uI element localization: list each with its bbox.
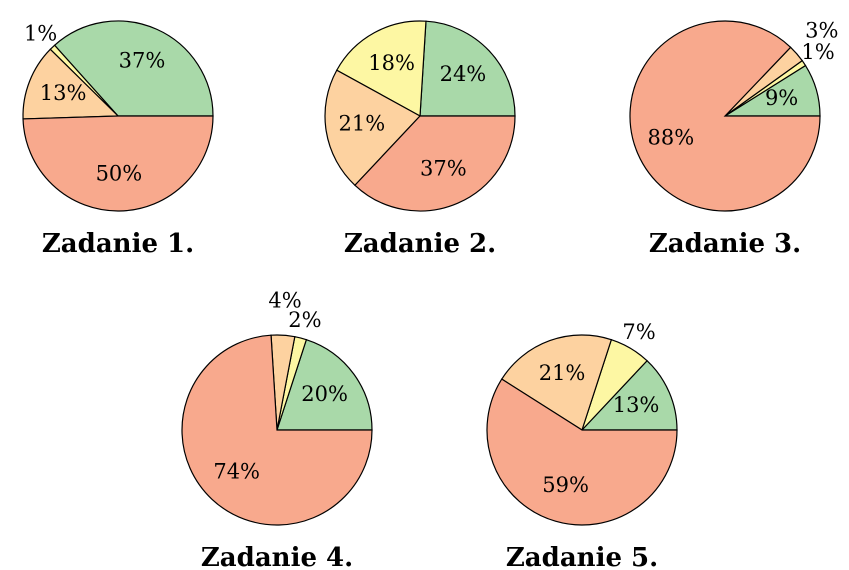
pie-slice xyxy=(486,378,678,526)
slice-label: 13% xyxy=(613,393,660,417)
slice-label: 24% xyxy=(440,62,487,86)
slice-label: 21% xyxy=(539,361,586,385)
pie-slice xyxy=(629,20,821,212)
chart-title: Zadanie 4. xyxy=(201,543,353,570)
slice-label: 7% xyxy=(622,320,655,344)
pie-slice xyxy=(22,115,214,212)
slice-label: 4% xyxy=(268,289,301,313)
pie-slice xyxy=(354,115,516,212)
pie-slice xyxy=(335,20,427,117)
pie-slice xyxy=(324,69,421,187)
chart-title: Zadanie 3. xyxy=(649,229,801,259)
slice-label: 13% xyxy=(40,81,87,105)
slice-label: 2% xyxy=(288,308,321,332)
slice-label: 37% xyxy=(420,157,467,181)
chart-title: Zadanie 5. xyxy=(506,543,658,570)
slice-label: 74% xyxy=(213,459,260,483)
pie-slice xyxy=(419,20,516,117)
slice-label: 20% xyxy=(301,382,348,406)
slice-label: 37% xyxy=(119,49,166,73)
slice-label: 59% xyxy=(542,473,589,497)
chart-title: Zadanie 2. xyxy=(344,229,496,259)
slice-label: 88% xyxy=(648,126,695,150)
pie-slice xyxy=(53,20,214,117)
pie-slice xyxy=(181,334,373,526)
chart-title: Zadanie 1. xyxy=(42,229,194,259)
slice-label: 21% xyxy=(338,112,385,136)
pie-slice xyxy=(580,359,678,431)
slice-label: 18% xyxy=(368,51,415,75)
pie-slice xyxy=(276,338,373,431)
pie-slice xyxy=(500,334,613,431)
slice-label: 9% xyxy=(765,86,798,110)
slice-label: 3% xyxy=(805,18,838,42)
slice-label: 50% xyxy=(96,161,143,185)
slice-label: 1% xyxy=(801,40,834,64)
slice-label: 1% xyxy=(24,21,57,45)
pie-slice xyxy=(22,48,120,120)
